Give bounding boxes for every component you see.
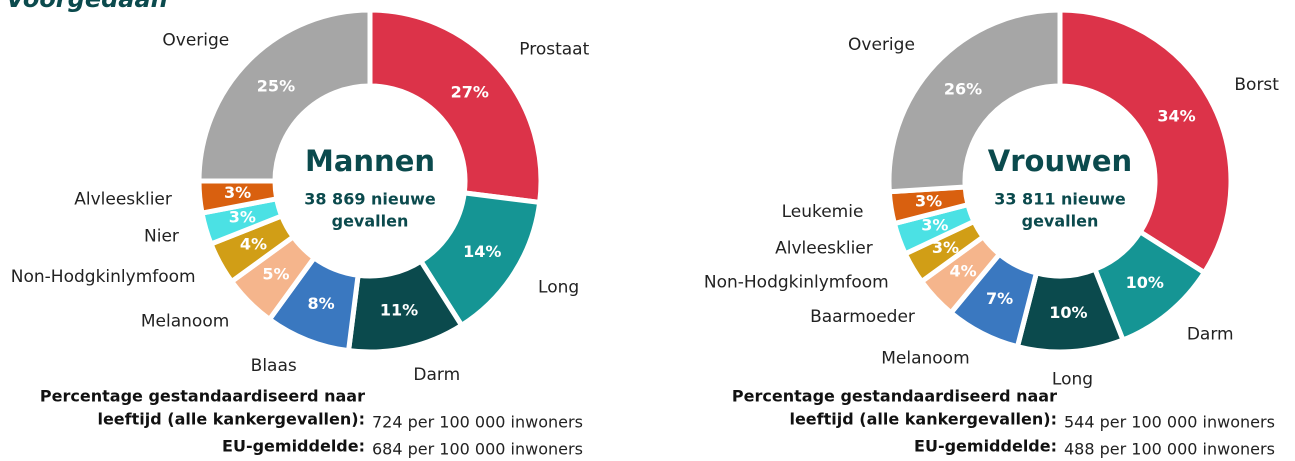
slice-value-label: 27% [451,83,489,102]
center-subtitle: 33 811 nieuwe [994,190,1126,209]
category-label: Non-Hodgkinlymfoom [11,267,196,287]
category-label: Nier [144,227,179,247]
category-label: Darm [1187,324,1234,344]
category-label: Non-Hodgkinlymfoom [704,272,889,292]
category-label: Long [1052,370,1093,390]
slice [1057,7,1234,277]
stat-label: leeftijd (alle kankergevallen): [97,410,365,429]
category-label: Overige [848,35,915,55]
slice-value-label: 4% [949,262,976,281]
stat-value: 724 per 100 000 inwoners [372,413,583,432]
center-subtitle: gevallen [1022,212,1099,231]
stat-label: leeftijd (alle kankergevallen): [789,410,1057,429]
slice-value-label: 3% [932,238,959,257]
slice-value-label: 26% [944,79,982,98]
slice-value-label: 3% [915,191,942,210]
heading: Voorgedaan [6,0,168,13]
center-title: Vrouwen [988,144,1132,178]
slice [367,7,544,206]
category-label: Borst [1234,75,1279,95]
slice-value-label: 25% [257,76,295,95]
slice-value-label: 8% [307,294,334,313]
slice-value-label: 3% [921,216,948,235]
category-label: Leukemie [782,202,864,222]
stat-label: EU-gemiddelde: [914,437,1057,456]
slice-value-label: 10% [1049,303,1087,322]
slice [196,7,373,184]
slice-value-label: 4% [240,235,267,254]
category-label: Alvleesklier [775,238,873,258]
slice-value-label: 14% [463,242,501,261]
stat-value: 684 per 100 000 inwoners [372,440,583,459]
stat-value: 488 per 100 000 inwoners [1064,440,1275,459]
slice-value-label: 34% [1157,106,1195,125]
stat-label: EU-gemiddelde: [222,437,365,456]
category-label: Darm [413,365,460,385]
slice [886,7,1063,195]
center-subtitle: 38 869 nieuwe [304,190,436,209]
category-label: Melanoom [881,348,969,368]
slice-value-label: 3% [224,183,251,202]
slice-value-label: 11% [380,300,418,319]
category-label: Blaas [251,356,297,376]
center-title: Mannen [305,144,435,178]
center-subtitle: gevallen [332,212,409,231]
stat-label: Percentage gestandaardiseerd naar [40,387,365,406]
category-label: Alvleesklier [74,190,172,210]
slice-value-label: 5% [262,265,289,284]
slice-value-label: 10% [1126,273,1164,292]
slice-value-label: 7% [986,289,1013,308]
category-label: Long [538,278,579,298]
category-label: Overige [162,30,229,50]
category-label: Prostaat [519,39,589,59]
slice-value-label: 3% [229,208,256,227]
category-label: Baarmoeder [810,307,915,327]
stat-value: 544 per 100 000 inwoners [1064,413,1275,432]
stat-label: Percentage gestandaardiseerd naar [732,387,1057,406]
category-label: Melanoom [141,312,229,332]
